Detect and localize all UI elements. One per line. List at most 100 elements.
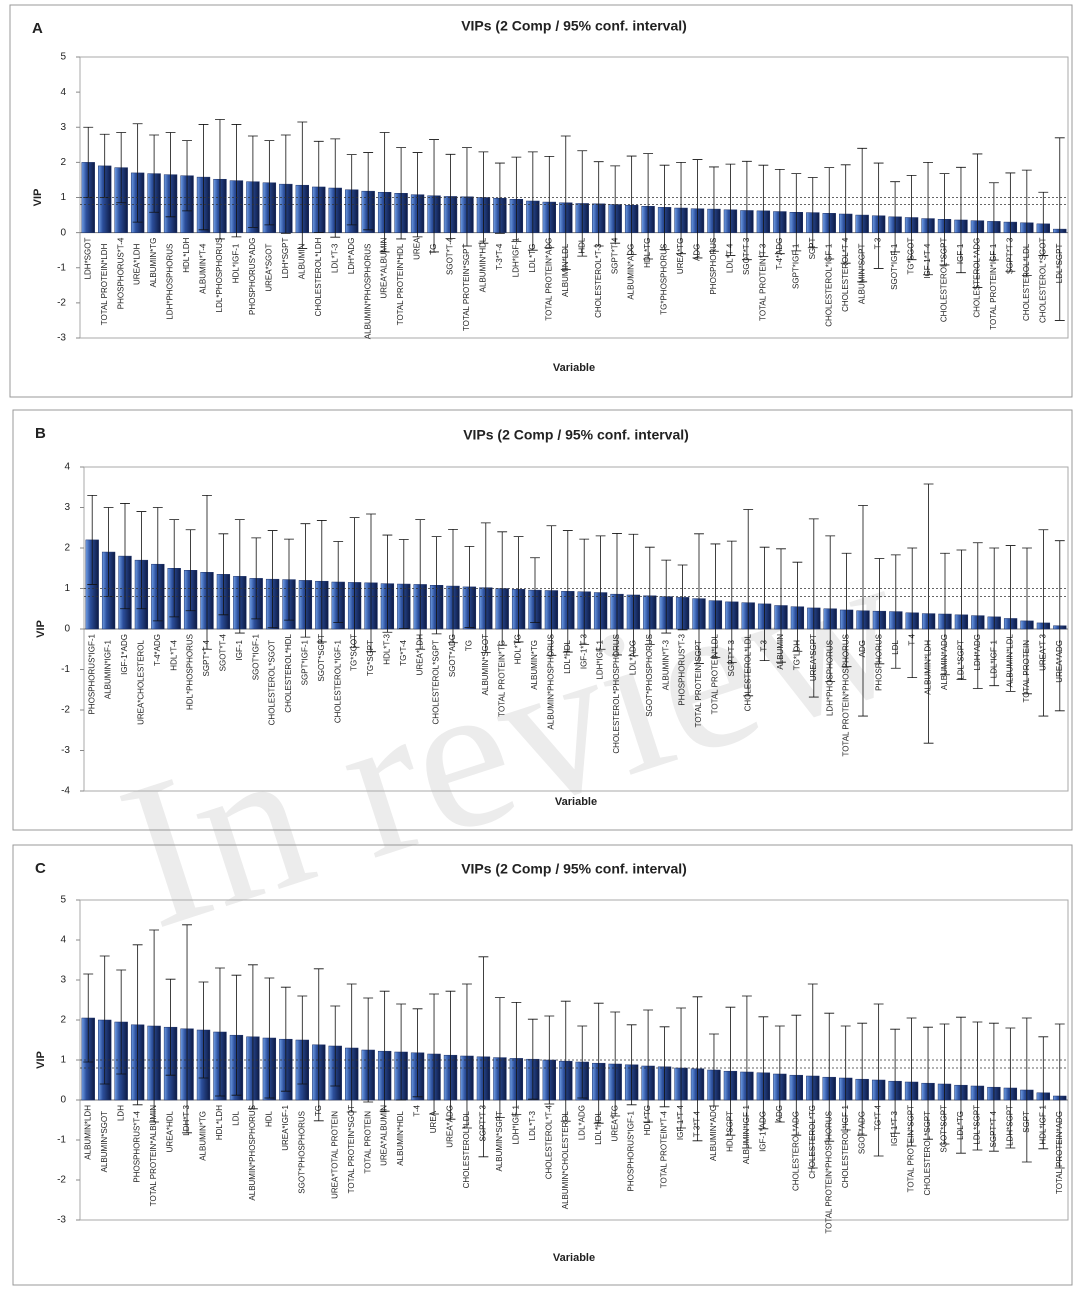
error-bar (923, 161, 933, 276)
x-tick-label: ALBUMIN*TG (149, 238, 158, 288)
x-tick-label: IGF-1*ADG (758, 1111, 767, 1152)
x-tick-label: ALBUMIN*ADG (627, 244, 636, 300)
x-tick-label: LDH*IGF-1 (511, 237, 520, 277)
y-tick-label: 4 (60, 935, 66, 946)
x-tick-label: SGOT*SGPT (317, 634, 326, 682)
y-tick-label: 3 (60, 122, 66, 133)
error-bar (280, 986, 291, 1092)
error-bar (198, 124, 209, 231)
x-tick-label: TOTAL PROTEIN*TG (497, 640, 506, 717)
x-tick-label: HDL*IGF-1 (1038, 1104, 1047, 1144)
error-bar (825, 535, 836, 683)
x-axis-label: Variable (553, 1252, 595, 1264)
error-bar (398, 539, 409, 629)
y-tick-label: 5 (60, 52, 66, 63)
error-bar (593, 1002, 604, 1124)
x-tick-label: UREA*SGPT (809, 634, 818, 681)
error-bar (808, 518, 819, 698)
error-bar (791, 173, 802, 252)
error-bar (333, 541, 344, 623)
x-tick-label: SGOT*IGF-1 (890, 243, 899, 290)
error-bar (297, 121, 308, 249)
x-tick-label: ALBUMIN*SGOT (481, 634, 490, 695)
x-tick-label: T-3 (760, 639, 769, 651)
x-tick-label: ALBUMIN (297, 243, 306, 279)
x-axis-label: Variable (553, 362, 595, 374)
error-bar (511, 156, 522, 242)
x-tick-label: SGPT*IGF-1 (791, 243, 800, 289)
error-bar (840, 1025, 851, 1131)
error-bar (659, 1026, 670, 1108)
x-tick-label: CHOLESTEROL*LDL (743, 633, 752, 711)
x-axis-label: Variable (555, 796, 597, 808)
x-tick-label: CHOLESTEROL*ADG (791, 1111, 800, 1191)
x-tick-label: CHOLESTEROL*PHOSPHORUS (612, 634, 621, 754)
error-bar (480, 522, 491, 653)
error-bar (956, 1016, 966, 1154)
x-tick-label: CHOLESTEROL*SGPT (940, 238, 949, 323)
x-tick-label: CHOLESTEROL*SGPT (923, 1111, 932, 1196)
x-tick-label: HDL*SGPT (726, 1111, 735, 1152)
x-tick-label: UREA*ALBUMIN (380, 1105, 389, 1166)
x-tick-label: UREA*LDH (133, 243, 142, 285)
error-bar (577, 1025, 588, 1099)
x-tick-label: TOTAL PROTEIN*SGPT (907, 1105, 916, 1193)
y-tick-label: 0 (60, 1095, 66, 1106)
error-bar (267, 530, 278, 629)
error-bar (478, 956, 489, 1158)
error-bar (725, 163, 736, 256)
error-bar (116, 132, 127, 204)
error-bar (445, 153, 456, 239)
x-tick-label: CHOLESTEROL*ADG (973, 238, 982, 318)
error-bar (840, 164, 851, 264)
error-bar (659, 164, 670, 250)
error-bar (231, 124, 242, 238)
y-tick-label: 5 (60, 895, 66, 906)
x-tick-label: ALBUMIN*SGPT (495, 1111, 504, 1172)
error-bar (346, 983, 357, 1113)
x-tick-label: TOTAL PROTEIN*ADG (544, 238, 553, 321)
x-tick-label: ALBUMIN*SGOT (100, 1111, 109, 1172)
x-tick-label: LDH*PHOSPHORUS (166, 244, 175, 320)
x-tick-label: TOTAL PROTEIN*SGOT (347, 1105, 356, 1193)
y-tick-label: -1 (57, 1135, 66, 1146)
x-tick-label: LDL*PHOSPHORUS (215, 238, 224, 313)
error-bar (824, 167, 835, 260)
x-tick-label: TOTAL PROTEIN (1022, 640, 1031, 703)
error-bar (464, 545, 475, 628)
error-bar (857, 147, 868, 283)
error-bar (149, 134, 160, 213)
x-tick-label: TG (465, 640, 474, 651)
error-bar (330, 138, 341, 238)
error-bar (116, 969, 127, 1075)
x-tick-label: SGOT*IGF-1 (251, 633, 260, 680)
x-tick-label: LDL*SGPT (1055, 244, 1064, 284)
error-bar (972, 1021, 983, 1151)
x-tick-label: SGOT*ADG (448, 634, 457, 677)
error-bar (709, 166, 719, 252)
x-tick-label: CHOLESTEROL*SGOT (268, 640, 277, 725)
error-bar (726, 540, 737, 664)
x-tick-label: CHOLESTEROL*T-3 (594, 243, 603, 318)
error-bar (382, 534, 393, 633)
x-tick-label: T-4 (907, 633, 916, 645)
x-tick-label: PHOSPHORUS (709, 238, 718, 295)
x-tick-label: SGPT*T-4 (989, 1110, 998, 1147)
error-bar (1038, 191, 1049, 256)
error-bar (527, 151, 538, 251)
x-tick-label: CHOLESTEROL*IGF-1 (333, 639, 342, 723)
error-bar (873, 1003, 884, 1157)
x-tick-label: ALBUMIN*SGPT (857, 244, 866, 305)
x-tick-label: CHOLESTEROL*TG (808, 1105, 817, 1179)
error-bar (87, 494, 98, 585)
x-tick-label: TG*LDH (793, 640, 802, 670)
x-tick-label: TG*T-4 (874, 1104, 883, 1130)
error-bar (940, 552, 950, 676)
error-bar (247, 964, 258, 1110)
y-tick-label: 1 (60, 192, 66, 203)
x-tick-label: PHOSPHORUS*ADG (248, 238, 257, 315)
error-bar (83, 973, 94, 1063)
error-bar (1022, 547, 1032, 695)
error-bar (280, 134, 291, 234)
